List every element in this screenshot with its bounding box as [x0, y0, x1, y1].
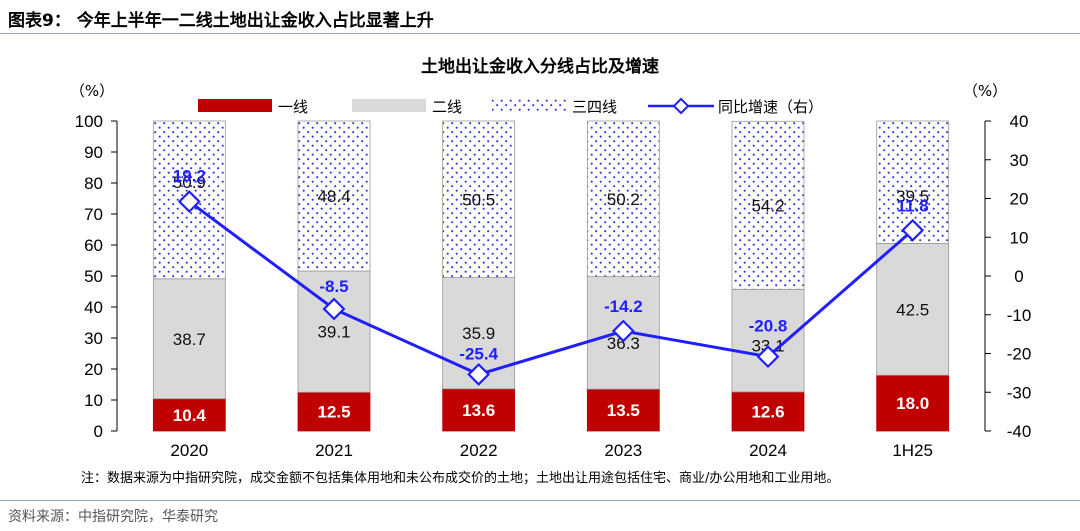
right-tick-label: 20 [1010, 190, 1029, 209]
chart-title: 土地出让金收入分线占比及增速 [421, 56, 659, 77]
growth-line [188, 200, 914, 376]
growth-marker-2024 [756, 345, 780, 369]
legend-label-1: 二线 [432, 98, 462, 116]
chart-note: 注：数据来源为中指研究院，成交金额不包括集体用地和未公布成交价的土地；土地出让用… [81, 470, 839, 486]
left-tick-label: 0 [94, 422, 103, 441]
growth-marker-2022 [467, 362, 491, 386]
right-tick-label: -30 [1007, 383, 1032, 402]
bar-二线-1H25 [876, 243, 950, 376]
growth-label-1H25: 11.8 [897, 196, 929, 215]
growth-label-2024: -20.8 [749, 317, 788, 336]
bar-二线-2020 [152, 278, 226, 400]
left-tick-label: 80 [84, 174, 103, 193]
bar-三四线-2024 [731, 120, 805, 290]
x-tick-label: 2020 [170, 441, 208, 460]
left-tick-label: 30 [84, 329, 103, 348]
bar-一线-2024 [731, 391, 805, 432]
right-tick-label: 40 [1010, 112, 1029, 131]
growth-marker-2021 [322, 297, 346, 321]
bar-一线-2020 [152, 398, 226, 432]
growth-marker-2023 [611, 319, 635, 343]
bar-label-一线-2023: 13.5 [607, 401, 640, 420]
growth-marker-1H25 [901, 218, 925, 242]
bar-label-一线-2024: 12.6 [751, 402, 784, 421]
left-tick-label: 100 [75, 112, 103, 131]
bar-label-二线-2020: 38.7 [173, 330, 206, 349]
right-tick-label: -20 [1007, 345, 1032, 364]
left-axis-unit: （%） [70, 82, 114, 100]
bar-一线-2022 [442, 388, 516, 432]
stacked-bar-line-chart: 土地出让金收入分线占比及增速 （%） （%） 一线 二线 三四线 同比增速（右） 0 10 20 3… [70, 56, 1032, 486]
bar-label-三四线-2020: 50.9 [173, 173, 206, 192]
bar-label-一线-1H25: 18.0 [896, 394, 929, 413]
growth-label-2022: -25.4 [459, 344, 498, 363]
bar-三四线-2022 [442, 120, 516, 278]
legend-label-0: 一线 [278, 98, 308, 116]
left-tick-label: 40 [84, 298, 103, 317]
right-tick-label: 0 [1014, 267, 1023, 286]
bar-label-二线-2023: 36.3 [607, 334, 640, 353]
left-tick-label: 70 [84, 205, 103, 224]
left-tick-label: 20 [84, 360, 103, 379]
bar-二线-2024 [731, 288, 805, 393]
legend-swatch-0 [198, 99, 272, 112]
legend-label-2: 三四线 [572, 98, 617, 116]
left-tick-label: 50 [84, 267, 103, 286]
legend-swatch-2 [492, 99, 566, 112]
left-tick-label: 60 [84, 236, 103, 255]
legend-label-3: 同比增速（右） [718, 98, 823, 116]
bar-label-二线-2021: 39.1 [317, 323, 350, 342]
bar-label-一线-2021: 12.5 [317, 403, 350, 422]
bar-label-二线-1H25: 42.5 [896, 300, 929, 319]
figure-title: 图表9： 今年上半年一二线土地出让金收入占比显著上升 [8, 11, 434, 31]
legend-swatch-1 [352, 99, 426, 112]
growth-label-2021: -8.5 [319, 277, 348, 296]
bar-label-三四线-2021: 48.4 [317, 187, 350, 206]
legend-diamond-marker [672, 97, 690, 115]
growth-label-2020: 19.2 [173, 167, 206, 186]
x-tick-label: 2023 [604, 441, 642, 460]
x-tick-label: 2022 [460, 441, 498, 460]
bar-label-一线-2020: 10.4 [173, 406, 207, 425]
bar-一线-2023 [586, 388, 660, 432]
bar-三四线-2023 [586, 120, 660, 278]
left-tick-label: 10 [84, 391, 103, 410]
x-tick-label: 2021 [315, 441, 353, 460]
x-tick-label: 1H25 [892, 441, 933, 460]
right-tick-label: 30 [1010, 151, 1029, 170]
bottom-rule [0, 500, 1080, 501]
source-note: 资料来源：中指研究院，华泰研究 [8, 509, 218, 525]
bar-label-三四线-2023: 50.2 [607, 190, 640, 209]
left-tick-label: 90 [84, 143, 103, 162]
bar-label-三四线-1H25: 39.5 [896, 187, 929, 206]
bar-label-三四线-2024: 54.2 [751, 196, 784, 215]
right-tick-label: -10 [1007, 306, 1032, 325]
bar-一线-2021 [297, 391, 371, 432]
right-tick-label: 10 [1010, 228, 1029, 247]
bar-label-二线-2022: 35.9 [462, 324, 495, 343]
bar-label-三四线-2022: 50.5 [462, 190, 495, 209]
bar-三四线-2021 [297, 120, 371, 272]
right-axis-unit: （%） [963, 82, 1007, 100]
growth-marker-2020 [177, 190, 201, 214]
x-tick-label: 2024 [749, 441, 787, 460]
growth-label-2023: -14.2 [604, 297, 643, 316]
right-tick-label: -40 [1007, 422, 1032, 441]
bar-label-一线-2022: 13.6 [462, 401, 495, 420]
top-rule [0, 33, 1080, 34]
